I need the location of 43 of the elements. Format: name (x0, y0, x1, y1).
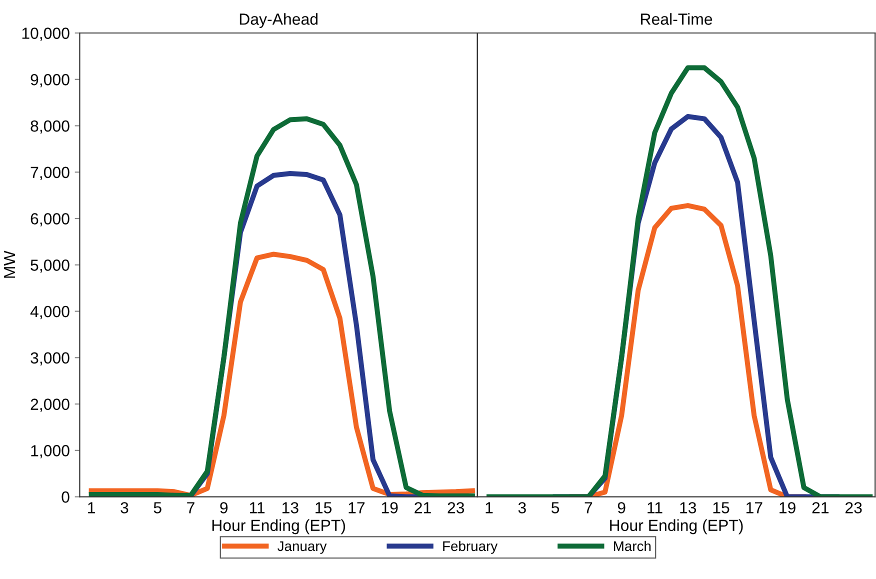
x-tick-label: 15 (713, 502, 730, 514)
legend-label: January (278, 541, 327, 554)
y-tick-label: 8,000 (30, 120, 70, 134)
y-tick-label: 6,000 (30, 213, 70, 226)
x-tick-label: 23 (448, 502, 464, 514)
y-tick-label: 9,000 (30, 74, 70, 88)
x-tick-label: 11 (250, 502, 265, 514)
x-tick-label: 3 (120, 502, 128, 514)
x-tick-label: 15 (316, 502, 332, 514)
x-tick-label: 7 (187, 502, 194, 514)
y-axis-title: MW (4, 250, 16, 278)
x-tick-label: 13 (680, 502, 696, 514)
x-tick-label: 19 (780, 502, 796, 514)
x-tick-label: 11 (648, 502, 662, 514)
x-tick-label: 21 (812, 502, 829, 514)
x-tick-label: 7 (584, 502, 592, 514)
y-tick-label: 10,000 (22, 28, 70, 41)
x-tick-label: 3 (518, 502, 526, 514)
x-tick-label: 23 (846, 502, 862, 514)
legend-label: March (614, 540, 651, 552)
x-tick-label: 21 (414, 502, 431, 514)
y-tick-label: 0 (62, 491, 70, 503)
y-tick-label: 7,000 (30, 166, 70, 180)
x-tick-label: 5 (552, 502, 560, 514)
legend-label: February (443, 540, 498, 554)
y-tick-label: 4,000 (30, 306, 70, 320)
y-tick-label: 3,000 (30, 352, 70, 366)
x-tick-label: 17 (348, 502, 365, 514)
chart-title: Day-Ahead (240, 13, 318, 28)
x-tick-label: 13 (282, 502, 298, 514)
y-tick-label: 5,000 (30, 260, 70, 273)
x-tick-label: 17 (746, 502, 762, 514)
x-tick-label: 1 (88, 502, 95, 514)
x-tick-label: 9 (220, 502, 228, 514)
x-tick-label: 1 (486, 502, 493, 514)
x-tick-label: 9 (618, 502, 626, 514)
x-axis-title: Hour Ending (EPT) (212, 519, 346, 534)
x-tick-label: 19 (382, 502, 398, 514)
y-tick-label: 1,000 (31, 445, 70, 458)
x-axis-title: Hour Ending (EPT) (610, 519, 743, 534)
y-tick-label: 2,000 (30, 398, 70, 412)
x-tick-label: 5 (154, 502, 162, 514)
chart-title: Real-Time (641, 13, 712, 25)
